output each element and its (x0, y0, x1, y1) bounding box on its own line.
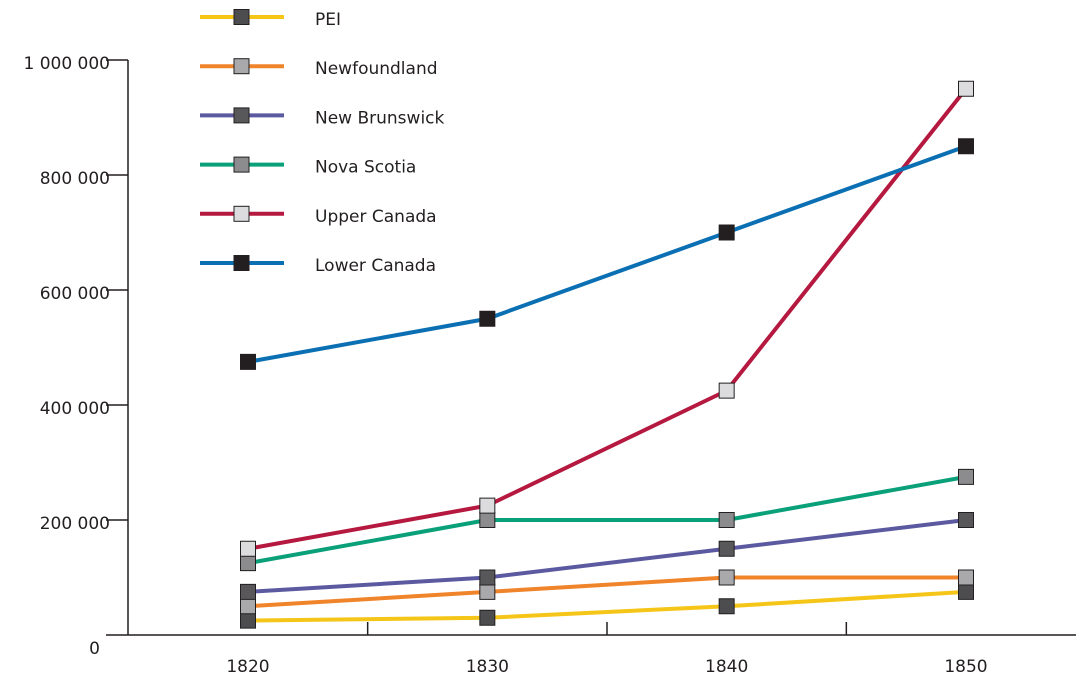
legend-label: PEI (315, 10, 341, 30)
legend-label: Nova Scotia (315, 158, 416, 178)
data-marker (480, 570, 495, 585)
legend-label: Upper Canada (315, 207, 437, 227)
data-marker (480, 311, 495, 326)
data-marker (480, 610, 495, 625)
x-tick-label: 1850 (944, 657, 987, 677)
legend-marker (234, 256, 249, 271)
data-marker (959, 469, 974, 484)
data-marker (241, 584, 256, 599)
data-marker (719, 383, 734, 398)
data-marker (959, 513, 974, 528)
legend-marker (234, 108, 249, 123)
data-marker (480, 584, 495, 599)
y-tick-label: 0 (89, 639, 100, 659)
page: 0 200 000 400 000 600 000 800 000 1 000 000 18… (0, 0, 1076, 686)
data-marker (959, 570, 974, 585)
data-marker (719, 541, 734, 556)
legend-label: Newfoundland (315, 59, 438, 79)
data-marker (241, 541, 256, 556)
legend-marker (234, 59, 249, 74)
y-tick-label: 1 000 000 (23, 54, 110, 74)
y-tick-label: 800 000 (40, 169, 110, 189)
data-marker (241, 354, 256, 369)
data-marker (959, 584, 974, 599)
chart: 0 200 000 400 000 600 000 800 000 1 000 000 18… (0, 0, 1076, 682)
y-tick-label: 600 000 (40, 284, 110, 304)
x-tick-label: 1840 (705, 657, 748, 677)
data-marker (719, 513, 734, 528)
series-line (248, 477, 966, 563)
y-tick-label: 200 000 (40, 514, 110, 534)
series-line (248, 578, 966, 607)
data-marker (719, 570, 734, 585)
legend-marker (234, 206, 249, 221)
legend-label: New Brunswick (315, 108, 445, 128)
legend-marker (234, 10, 249, 25)
x-tick-label: 1830 (466, 657, 509, 677)
data-marker (241, 556, 256, 571)
data-marker (241, 599, 256, 614)
x-tick-label: 1820 (226, 657, 269, 677)
series-line (248, 146, 966, 362)
legend-label: Lower Canada (315, 256, 436, 276)
data-marker (480, 513, 495, 528)
data-marker (719, 225, 734, 240)
legend-marker (234, 157, 249, 172)
data-marker (959, 139, 974, 154)
data-marker (959, 81, 974, 96)
series-line (248, 592, 966, 621)
data-marker (241, 613, 256, 628)
data-marker (480, 498, 495, 513)
data-marker (719, 599, 734, 614)
y-tick-label: 400 000 (40, 399, 110, 419)
